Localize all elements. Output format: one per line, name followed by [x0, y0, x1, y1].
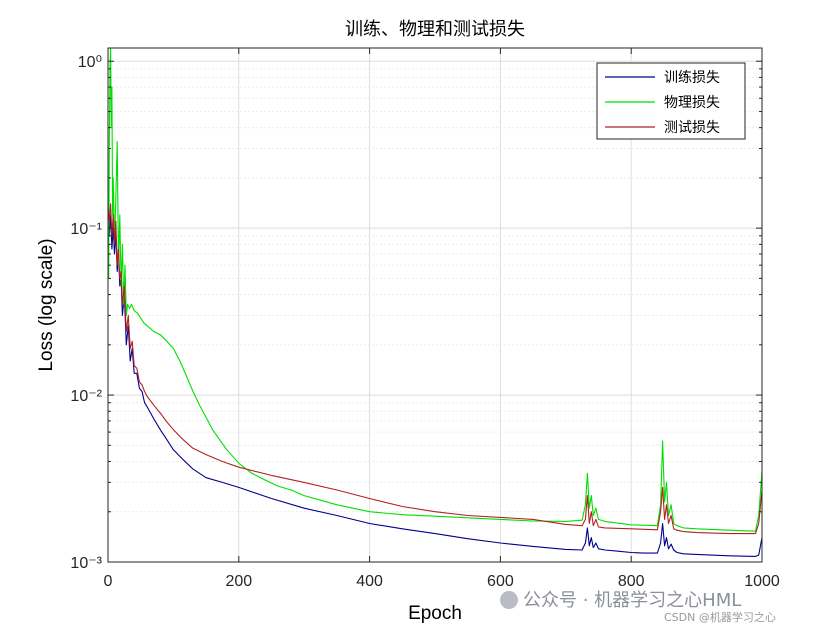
y-tick-label: 10⁻² [70, 388, 102, 405]
series-line-2 [107, 47, 763, 532]
chart-title: 训练、物理和测试损失 [345, 19, 525, 40]
plot-frame [107, 47, 763, 563]
legend-label-1: 训练损失 [664, 70, 720, 86]
x-tick-label: 400 [356, 573, 383, 590]
series-line-1 [107, 214, 763, 557]
legend-label-3: 测试损失 [664, 120, 720, 136]
legend-box [596, 62, 746, 140]
legend-label-2: 物理损失 [664, 95, 720, 111]
series-lines [107, 47, 763, 557]
y-tick-label: 10⁻³ [70, 555, 102, 572]
x-tick-label: 1000 [744, 573, 780, 590]
series-line-3 [107, 203, 763, 535]
x-tick-label: 800 [618, 573, 645, 590]
y-tick-label: 10⁰ [78, 54, 102, 71]
watermark: 公众号 · 机器学习之心HML [500, 586, 741, 612]
x-tick-label: 600 [487, 573, 514, 590]
wechat-icon [500, 591, 518, 609]
watermark-text: 公众号 · 机器学习之心HML [523, 590, 742, 611]
watermark-credit: CSDN @机器学习之心 [664, 611, 776, 624]
x-tick-label: 200 [225, 573, 252, 590]
x-axis-title: Epoch [408, 603, 462, 624]
y-axis-title: Loss (log scale) [36, 238, 57, 371]
axis-ticks: 0 200 400 600 800 1000 10⁻³ 10⁻² 10⁻¹ 10⁰ [70, 48, 780, 590]
x-tick-label: 0 [104, 573, 113, 590]
y-tick-label: 10⁻¹ [70, 221, 102, 238]
